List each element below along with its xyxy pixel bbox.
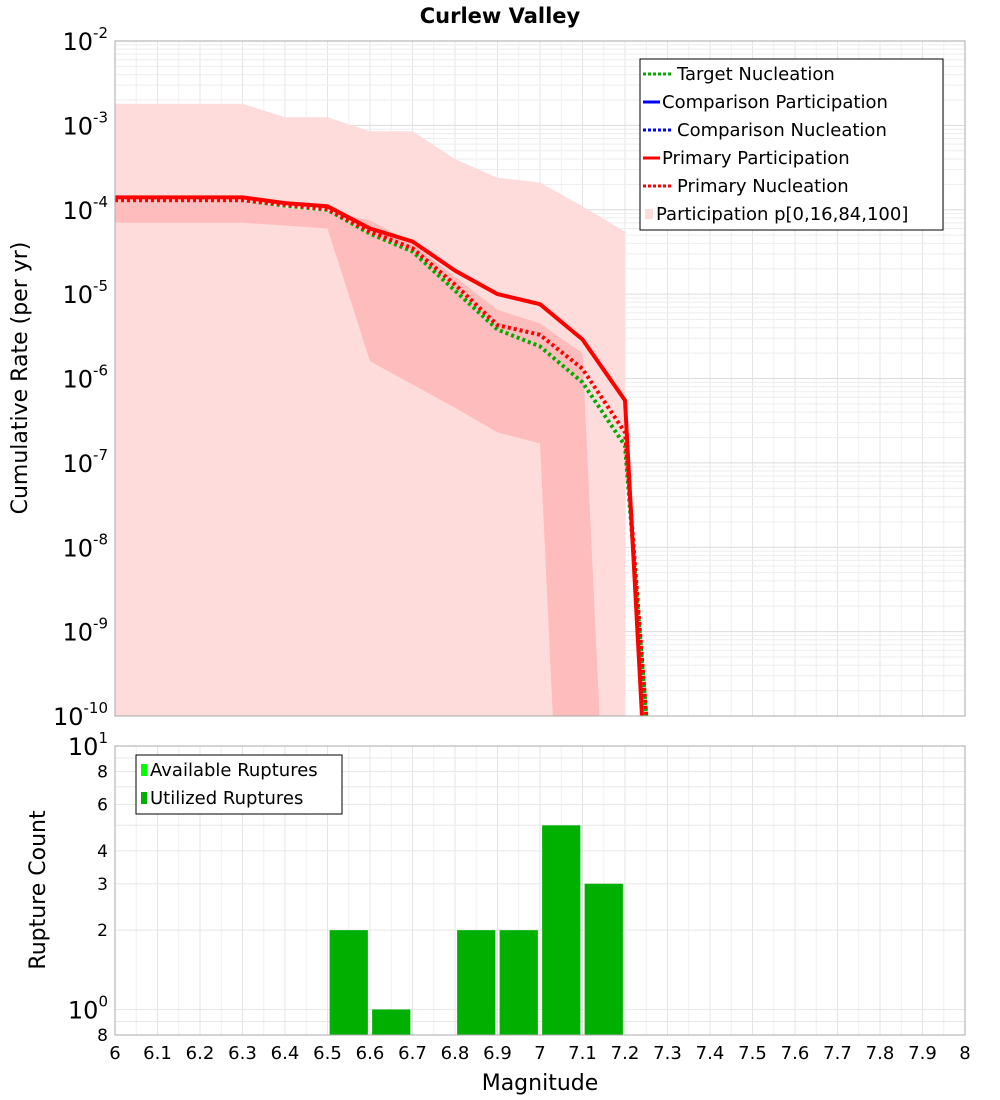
count-bar <box>329 930 368 1035</box>
x-tick-label: 6.3 <box>228 1043 257 1064</box>
rate-y-tick-label: 10-5 <box>62 277 108 309</box>
x-tick-label: 6 <box>109 1043 120 1064</box>
participation-band-inner <box>115 200 600 717</box>
chart-title: Curlew Valley <box>420 4 581 28</box>
x-tick-label: 6.8 <box>441 1043 470 1064</box>
rate-y-tick-label: 10-2 <box>62 24 108 56</box>
count-y-axis-label: Rupture Count <box>26 810 51 970</box>
rate-y-axis-label: Cumulative Rate (per yr) <box>8 242 33 515</box>
rate-y-tick-label: 10-10 <box>53 699 108 731</box>
x-tick-label: 7.2 <box>611 1043 640 1064</box>
x-tick-label: 8 <box>959 1043 970 1064</box>
x-tick-label: 7.6 <box>781 1043 810 1064</box>
count-bar <box>584 883 623 1035</box>
x-tick-label: 6.7 <box>398 1043 427 1064</box>
x-tick-label: 6.9 <box>483 1043 512 1064</box>
legend-label-primary-nucleation: Primary Nucleation <box>677 176 849 197</box>
count-y-tick-label: 2 <box>97 921 108 941</box>
legend-swatch-participation-p-0-16-84-100- <box>645 209 653 219</box>
x-tick-label: 6.5 <box>313 1043 342 1064</box>
x-tick-label: 7.5 <box>738 1043 767 1064</box>
legend-label-comparison-nucleation: Comparison Nucleation <box>677 120 887 141</box>
count-plot-border <box>114 745 966 1036</box>
x-tick-label: 7.3 <box>653 1043 682 1064</box>
x-tick-label: 6.2 <box>186 1043 215 1064</box>
legend-label-primary-participation: Primary Participation <box>662 148 850 169</box>
legend-label-available-ruptures: Available Ruptures <box>150 760 318 781</box>
x-tick-label: 7.1 <box>568 1043 597 1064</box>
rate-y-tick-label: 10-9 <box>62 615 108 647</box>
rate-y-tick-label: 10-8 <box>62 530 108 562</box>
rate-panel: 10-2 10-3 10-4 10-5 10-6 10-7 10-8 10-9 10-10 Cu… <box>8 24 966 731</box>
participation-band-outer <box>115 103 625 717</box>
x-tick-label: 6.4 <box>271 1043 300 1064</box>
rate-y-tick-label: 10-7 <box>62 446 108 478</box>
rate-y-ticks: 10-2 10-3 10-4 10-5 10-6 10-7 10-8 10-9 10-10 <box>53 24 108 731</box>
x-tick-label: 7.8 <box>866 1043 895 1064</box>
participation-bands <box>115 103 625 717</box>
x-tick-label: 6.6 <box>356 1043 385 1064</box>
rate-series <box>115 195 649 717</box>
x-axis-label: Magnitude <box>482 1071 599 1096</box>
rate-plot-border <box>114 40 966 717</box>
legend-swatch-available-ruptures <box>141 764 147 776</box>
count-bars <box>329 825 623 1035</box>
count-y-tick-label: 3 <box>97 875 108 895</box>
legend-label-comparison-participation: Comparison Participation <box>662 92 888 113</box>
legend-label-utilized-ruptures: Utilized Ruptures <box>150 788 303 809</box>
count-y-tick-label: 8 <box>97 763 108 783</box>
count-y-tick-label: 8 <box>97 1026 108 1046</box>
x-tick-label: 7.9 <box>908 1043 937 1064</box>
count-bar <box>457 930 496 1035</box>
count-bar <box>542 825 581 1035</box>
count-y-tick-label: 100 <box>68 992 108 1024</box>
count-y-tick-label: 101 <box>68 729 108 761</box>
series-line-primary-participation <box>115 195 644 717</box>
series-line-primary-nucleation <box>115 198 649 717</box>
count-legend-box <box>135 754 343 815</box>
rate-y-tick-label: 10-3 <box>62 108 108 140</box>
x-tick-label: 7.7 <box>823 1043 852 1064</box>
x-tick-label: 7.4 <box>696 1043 725 1064</box>
count-legend: Available Ruptures Utilized Ruptures <box>135 754 343 815</box>
legend-label-target-nucleation: Target Nucleation <box>676 64 835 85</box>
rate-legend: Target Nucleation Comparison Participatio… <box>639 58 944 231</box>
legend-label-participation-p-0-16-84-100-: Participation p[0,16,84,100] <box>656 204 908 225</box>
x-ticks: 6 6.1 6.2 6.3 6.4 6.5 6.6 6.7 6.8 6.9 7 7.1 7.2 7.3 7.… <box>109 1043 970 1064</box>
rate-y-tick-label: 10-6 <box>62 362 108 394</box>
rate-y-tick-label: 10-4 <box>62 193 108 225</box>
rate-legend-box <box>639 58 944 231</box>
count-bar <box>372 1009 411 1035</box>
legend-swatch-utilized-ruptures <box>141 792 147 804</box>
count-bar <box>499 930 538 1035</box>
count-y-tick-label: 6 <box>97 795 108 815</box>
x-tick-label: 6.1 <box>143 1043 172 1064</box>
x-tick-label: 7 <box>534 1043 545 1064</box>
count-y-tick-label: 4 <box>97 842 108 862</box>
